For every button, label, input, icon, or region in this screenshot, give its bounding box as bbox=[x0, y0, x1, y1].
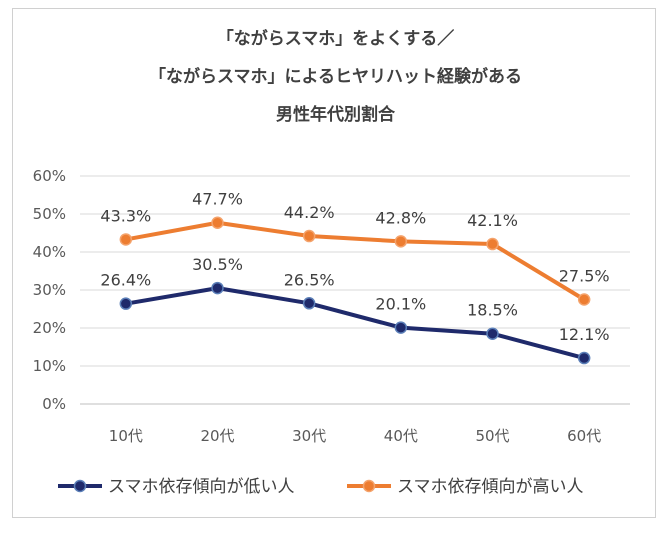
data-point bbox=[394, 235, 408, 248]
chart-title-line-2: 「ながらスマホ」によるヒヤリハット経験がある bbox=[149, 67, 522, 87]
data-point bbox=[119, 233, 133, 246]
chart-title-line-1: 「ながらスマホ」をよくする／ bbox=[216, 29, 455, 49]
data-label: 42.1% bbox=[467, 211, 518, 230]
x-tick-label: 10代 bbox=[109, 427, 143, 445]
legend-label-1: スマホ依存傾向が低い人 bbox=[108, 477, 295, 497]
y-tick-label: 30% bbox=[33, 281, 66, 299]
y-tick-label: 0% bbox=[42, 395, 66, 413]
data-point bbox=[302, 297, 316, 310]
data-label: 18.5% bbox=[467, 301, 518, 320]
data-point bbox=[211, 281, 224, 295]
data-point bbox=[211, 216, 224, 229]
series-line-2 bbox=[125, 220, 586, 302]
chart-title-line-3: 男性年代別割合 bbox=[276, 105, 395, 125]
data-point bbox=[302, 229, 316, 243]
data-label: 26.5% bbox=[284, 270, 335, 289]
data-point bbox=[577, 351, 591, 365]
y-tick-label: 60% bbox=[33, 167, 66, 185]
y-tick-label: 10% bbox=[33, 357, 66, 375]
legend-marker bbox=[73, 479, 87, 493]
x-tick-label: 20代 bbox=[200, 427, 234, 445]
x-tick-label: 40代 bbox=[384, 427, 418, 445]
data-point bbox=[394, 321, 408, 334]
x-tick-label: 50代 bbox=[475, 427, 509, 445]
data-label: 44.2% bbox=[284, 203, 335, 222]
data-point bbox=[486, 327, 499, 340]
data-point bbox=[486, 237, 499, 251]
data-label: 43.3% bbox=[100, 206, 151, 225]
data-label: 47.7% bbox=[192, 190, 243, 209]
data-label: 12.1% bbox=[559, 325, 610, 344]
data-label: 42.8% bbox=[375, 208, 426, 227]
x-tick-label: 60代 bbox=[567, 427, 601, 445]
y-tick-label: 20% bbox=[33, 319, 66, 337]
data-label: 26.4% bbox=[100, 271, 151, 290]
y-tick-label: 50% bbox=[33, 205, 66, 223]
chart-frame bbox=[12, 8, 656, 518]
legend-marker bbox=[362, 479, 376, 493]
data-label: 20.1% bbox=[375, 295, 426, 314]
data-point bbox=[577, 293, 591, 306]
legend-label-2: スマホ依存傾向が高い人 bbox=[397, 477, 584, 497]
data-label: 27.5% bbox=[559, 267, 610, 286]
y-tick-label: 40% bbox=[33, 243, 66, 261]
x-tick-label: 30代 bbox=[292, 427, 326, 445]
data-label: 30.5% bbox=[192, 255, 243, 274]
series-line-1 bbox=[125, 286, 585, 360]
data-point bbox=[119, 297, 133, 310]
